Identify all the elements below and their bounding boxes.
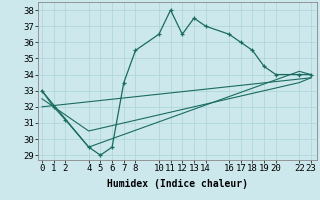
X-axis label: Humidex (Indice chaleur): Humidex (Indice chaleur) [107,179,248,189]
